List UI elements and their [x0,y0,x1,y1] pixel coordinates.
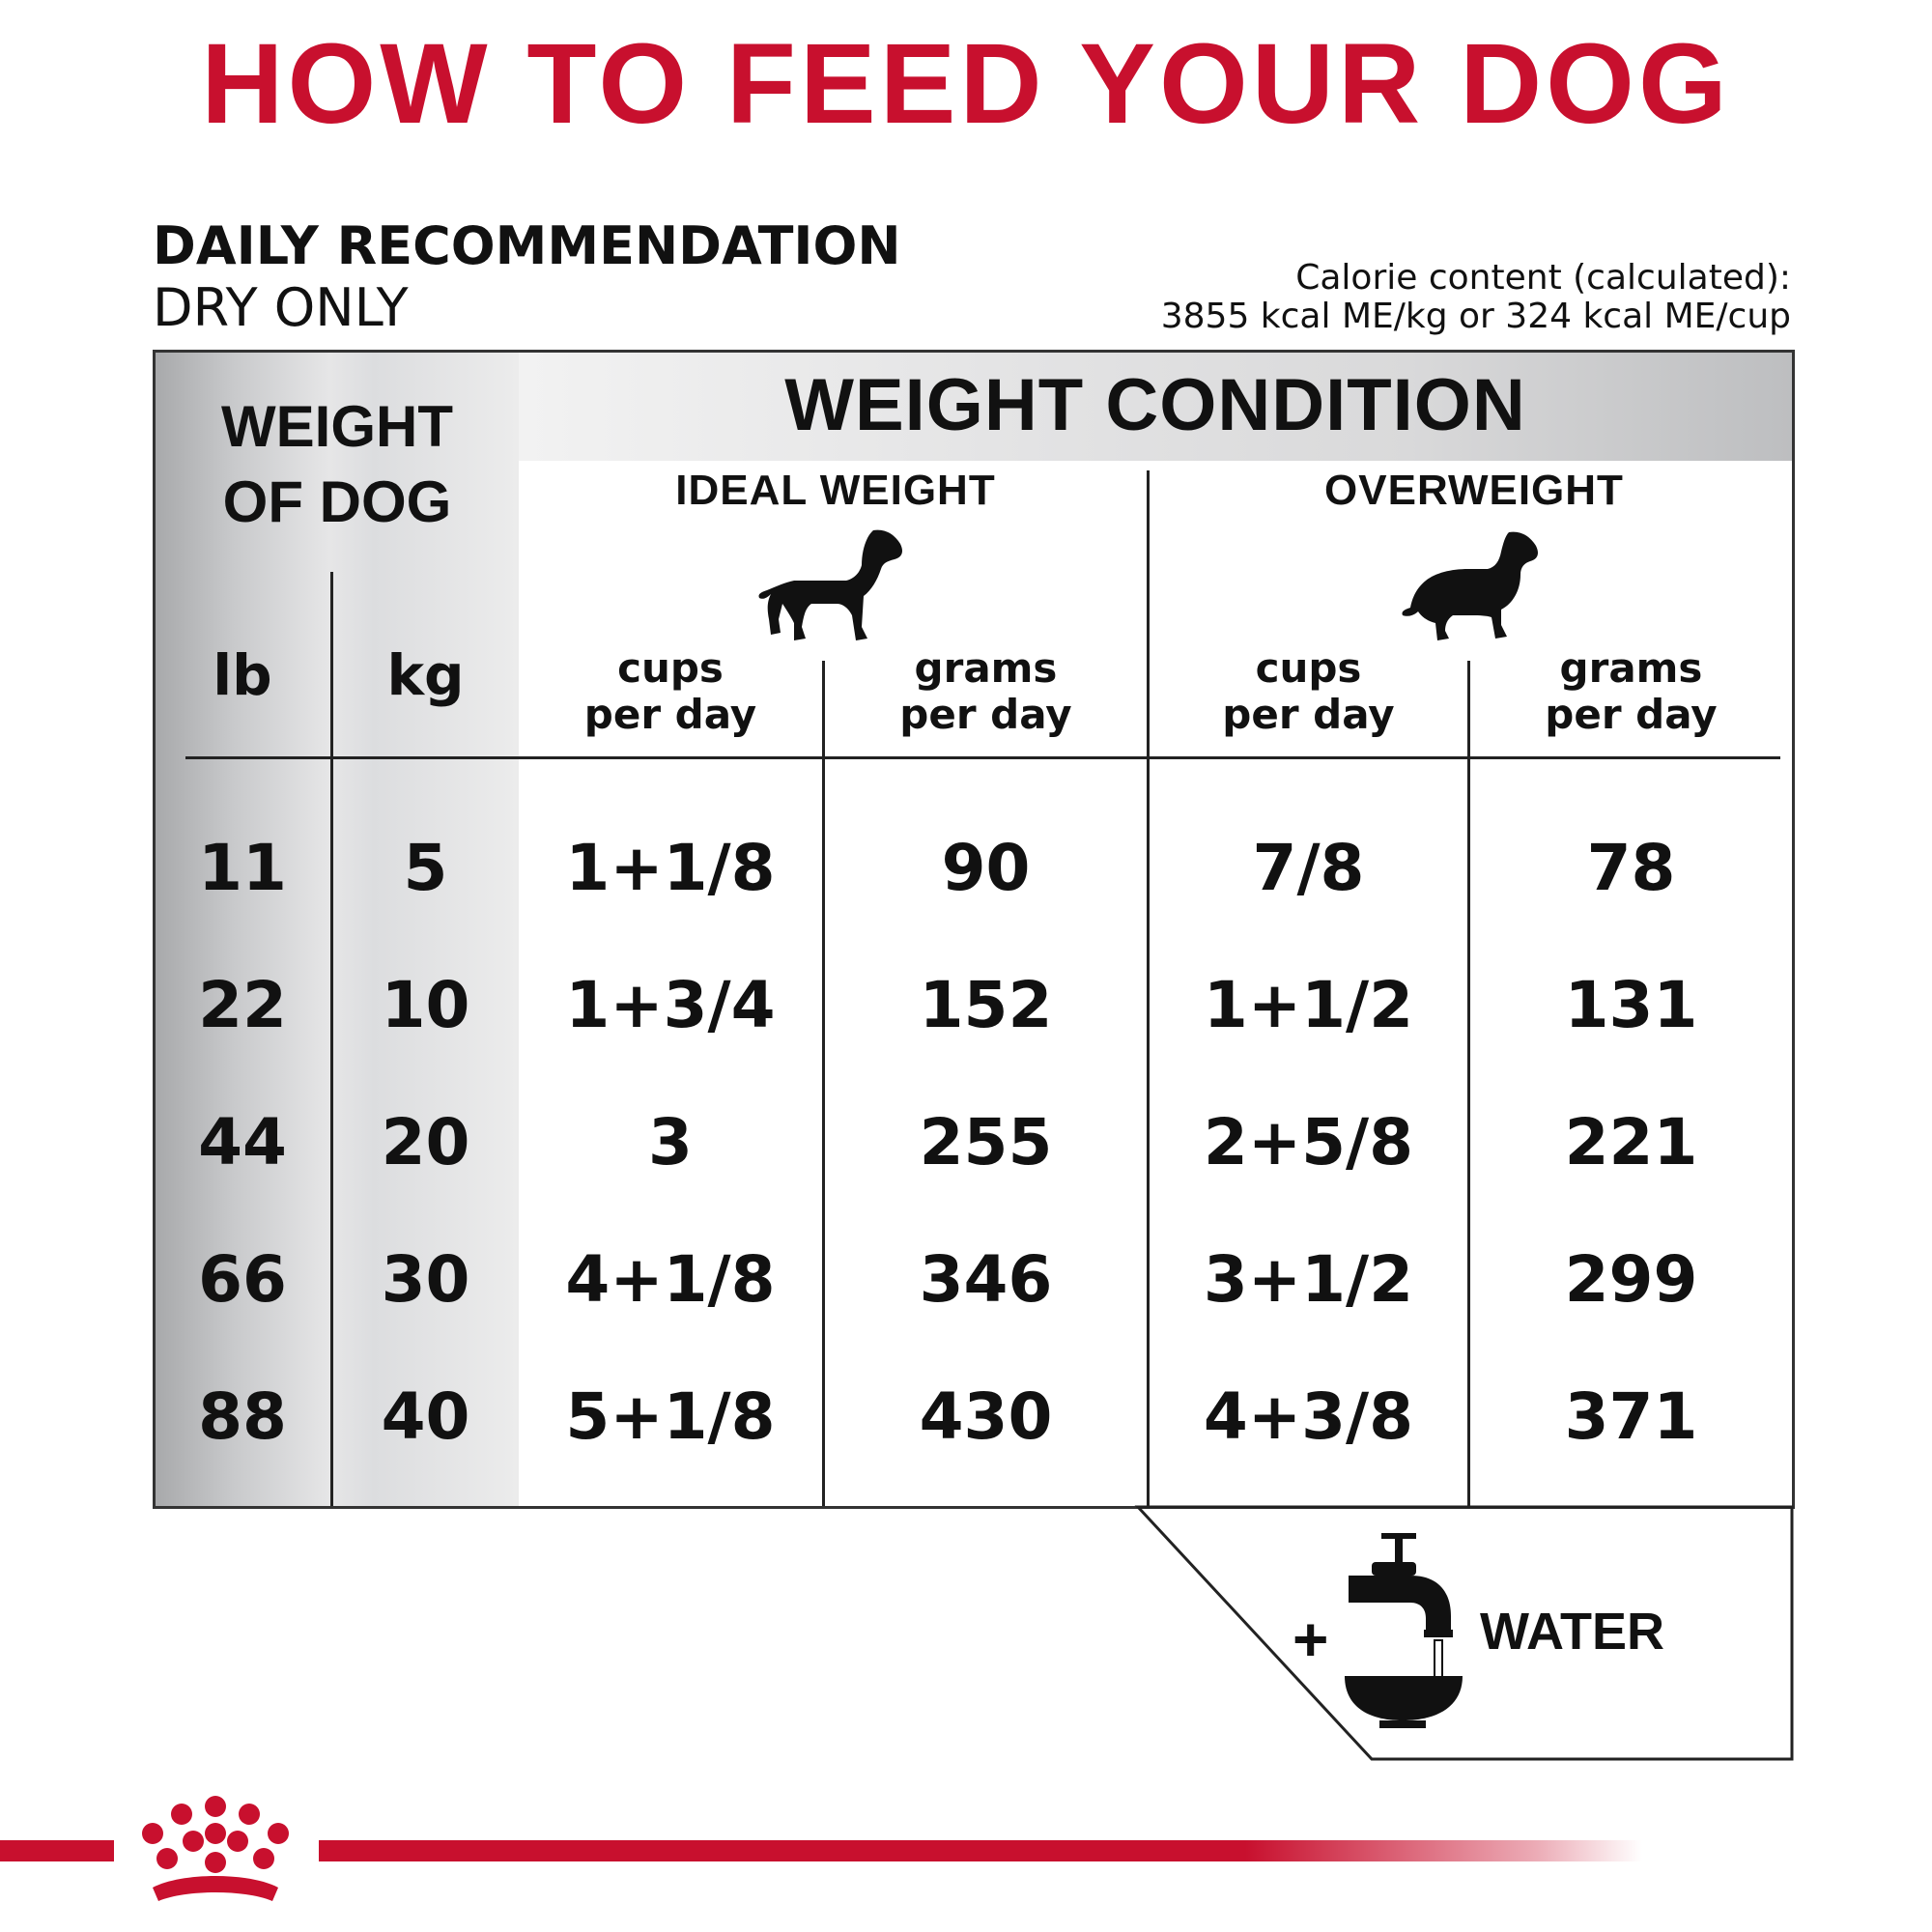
daily-recommendation-title: DAILY RECOMMENDATION [153,215,901,276]
cups-label: cups [617,644,724,692]
ideal-cups-cell: 3 [648,1105,693,1179]
ideal-overweight-divider [1147,470,1150,1506]
lb-cell: 66 [198,1242,287,1317]
brand-bar-left [0,1840,114,1861]
page-title: HOW TO FEED YOUR DOG [201,20,1731,148]
over-grams-cell: 299 [1564,1242,1698,1317]
kg-header-underline [332,756,519,759]
crown-logo [142,1796,289,1901]
lb-cell: 44 [198,1105,287,1179]
feeding-table [153,350,1795,1509]
ideal-grams-cell: 90 [941,831,1031,905]
kg-column-header: kg [386,642,465,708]
ideal-weight-header: IDEAL WEIGHT [675,467,996,514]
ideal-grams-cell: 346 [919,1242,1053,1317]
overweight-header: OVERWEIGHT [1324,467,1624,514]
grams-label: grams [1559,644,1703,692]
per-day-label: per day [1545,691,1718,738]
ideal-grams-cell: 152 [919,968,1053,1042]
brand-bar-right [319,1840,1642,1861]
lb-cell: 22 [198,968,287,1042]
lb-kg-divider [330,572,333,1506]
kg-cell: 30 [381,1242,470,1317]
lb-cell: 88 [198,1379,287,1454]
over-cups-per-day-header: cups per day [1150,645,1467,738]
weight-condition-header-background [519,353,1792,461]
over-cups-cell: 7/8 [1252,831,1365,905]
over-cups-cell: 2+5/8 [1203,1105,1414,1179]
over-cups-cell: 4+3/8 [1203,1379,1414,1454]
per-day-label: per day [583,691,757,738]
ideal-cups-cell: 4+1/8 [565,1242,776,1317]
calorie-content-value: 3855 kcal ME/kg or 324 kcal ME/cup [1160,297,1791,336]
water-panel-outline [1134,1505,1794,1761]
lb-header-underline [185,756,332,759]
over-grams-cell: 221 [1564,1105,1698,1179]
ideal-weight-dog-icon [758,529,902,640]
ideal-cups-grams-divider [822,661,825,1506]
ideal-cups-cell: 1+3/4 [565,968,776,1042]
water-tap-icon [1345,1533,1463,1728]
dry-only-subtitle: DRY ONLY [153,277,409,338]
kg-cell: 40 [381,1379,470,1454]
lb-column-header: lb [213,642,272,708]
over-cups-grams-divider [1467,661,1470,1506]
kg-cell: 10 [381,968,470,1042]
grams-label: grams [914,644,1058,692]
calorie-content-label: Calorie content (calculated): [1295,258,1791,298]
over-grams-per-day-header: grams per day [1470,645,1792,738]
water-label: WATER [1480,1603,1664,1661]
weight-condition-header: WEIGHT CONDITION [784,364,1526,446]
ideal-grams-cell: 430 [919,1379,1053,1454]
weight-of-dog-column-background [156,353,519,1506]
column-header-underline [519,756,1780,759]
ideal-cups-per-day-header: cups per day [519,645,822,738]
per-day-label: per day [899,691,1072,738]
over-grams-cell: 78 [1586,831,1676,905]
ideal-grams-per-day-header: grams per day [825,645,1147,738]
ideal-cups-cell: 5+1/8 [565,1379,776,1454]
weight-of-dog-header-line2: OF DOG [222,469,452,534]
plus-sign: + [1293,1605,1329,1674]
kg-cell: 20 [381,1105,470,1179]
over-cups-cell: 3+1/2 [1203,1242,1414,1317]
cups-label: cups [1255,644,1362,692]
lb-cell: 11 [198,831,287,905]
overweight-dog-icon [1402,531,1538,640]
weight-of-dog-header: WEIGHT [221,394,453,459]
per-day-label: per day [1222,691,1395,738]
over-cups-cell: 1+1/2 [1203,968,1414,1042]
over-grams-cell: 371 [1564,1379,1698,1454]
kg-cell: 5 [403,831,448,905]
ideal-grams-cell: 255 [919,1105,1053,1179]
over-grams-cell: 131 [1564,968,1698,1042]
ideal-cups-cell: 1+1/8 [565,831,776,905]
